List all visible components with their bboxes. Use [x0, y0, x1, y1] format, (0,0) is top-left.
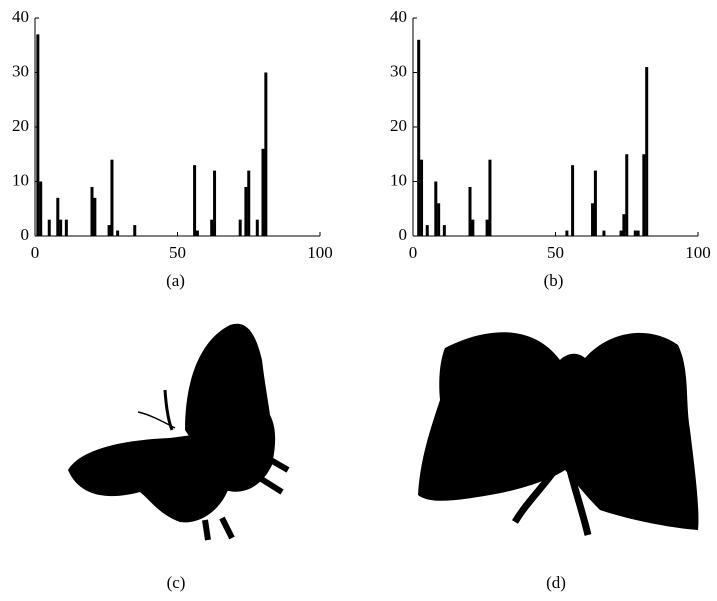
bar	[56, 197, 60, 236]
bar	[261, 148, 265, 236]
y-tick-label: 40	[390, 7, 407, 26]
bar	[238, 219, 242, 236]
bar	[420, 159, 424, 236]
bar	[39, 181, 43, 236]
y-tick-label: 30	[390, 61, 407, 80]
y-tick-label: 20	[390, 116, 407, 135]
bar	[602, 230, 606, 236]
bar	[193, 165, 197, 236]
bar	[488, 159, 492, 236]
y-tick-label: 20	[12, 116, 29, 135]
bar	[442, 225, 446, 236]
bar	[434, 181, 438, 236]
bar	[622, 214, 626, 236]
y-tick-label: 10	[12, 170, 29, 189]
bar	[247, 170, 251, 236]
bar	[213, 170, 217, 236]
bar	[64, 219, 68, 236]
bar	[59, 219, 63, 236]
x-tick-label: 0	[31, 243, 40, 262]
bar	[93, 197, 97, 236]
caption: (a)	[166, 271, 185, 290]
y-tick-label: 30	[12, 61, 29, 80]
bar	[110, 159, 114, 236]
bar	[195, 230, 199, 236]
bar	[633, 230, 637, 236]
bar	[485, 219, 489, 236]
x-tick-label: 0	[409, 243, 418, 262]
bar	[116, 230, 120, 236]
butterfly-d	[418, 332, 699, 536]
bar	[107, 225, 111, 236]
bar	[417, 39, 421, 236]
bar	[625, 154, 629, 236]
bar	[642, 154, 646, 236]
butterfly-c	[68, 323, 290, 541]
bar	[210, 219, 214, 236]
y-tick-label: 0	[399, 225, 408, 244]
bar	[565, 230, 569, 236]
x-tick-label: 50	[547, 243, 564, 262]
bar	[133, 225, 137, 236]
bar	[264, 72, 268, 236]
bar	[645, 67, 649, 236]
bar	[425, 225, 429, 236]
bar	[90, 186, 94, 236]
x-tick-label: 100	[307, 243, 333, 262]
caption: (d)	[546, 573, 566, 592]
y-tick-label: 0	[21, 225, 30, 244]
y-tick-label: 40	[12, 7, 29, 26]
bar	[593, 170, 597, 236]
caption: (b)	[544, 271, 564, 290]
bar	[636, 230, 640, 236]
bar	[471, 219, 475, 236]
bar	[244, 186, 248, 236]
bar	[36, 34, 40, 236]
x-tick-label: 50	[169, 243, 186, 262]
bar	[619, 230, 623, 236]
y-tick-label: 10	[390, 170, 407, 189]
bar	[437, 203, 441, 236]
bar	[468, 186, 472, 236]
x-tick-label: 100	[685, 243, 711, 262]
bar	[591, 203, 595, 236]
caption: (c)	[167, 573, 186, 592]
bar	[255, 219, 259, 236]
bar	[47, 219, 51, 236]
bar	[571, 165, 575, 236]
